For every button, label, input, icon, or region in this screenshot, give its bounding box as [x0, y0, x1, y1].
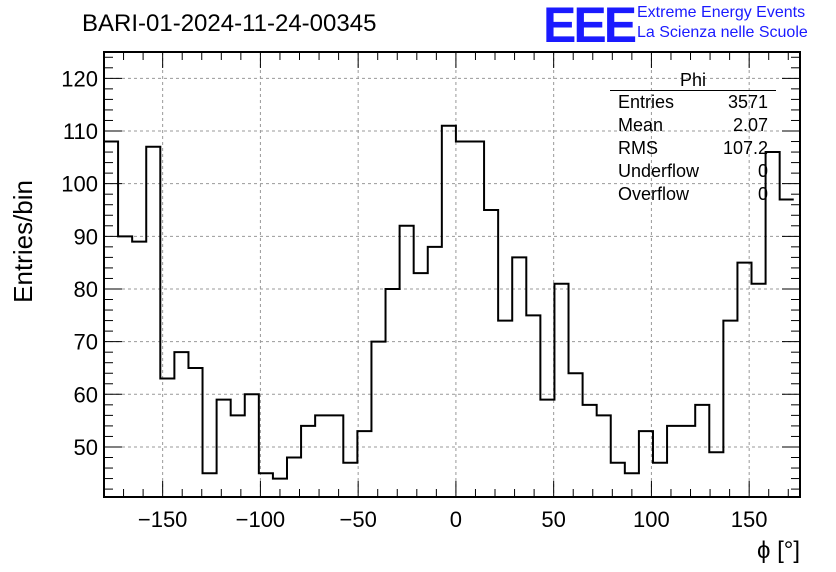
stats-title: Phi [610, 70, 776, 91]
plot-frame [103, 51, 801, 498]
logo-caption: Extreme Energy Events La Scienza nelle S… [637, 3, 808, 43]
stats-label: Mean [618, 115, 664, 135]
y-tick-label: 120 [61, 66, 98, 91]
x-tick-label: 0 [450, 507, 462, 532]
y-tick-label: 80 [74, 277, 98, 302]
stats-value: 107.2 [722, 138, 768, 158]
x-tick-label: 150 [731, 507, 768, 532]
x-tick-label: −150 [138, 507, 188, 532]
stats-label: Underflow [618, 161, 700, 181]
x-tick-label: −100 [236, 507, 286, 532]
y-axis-label: Entries/bin [8, 180, 38, 303]
y-tick-label: 70 [74, 330, 98, 355]
x-tick-label: 100 [633, 507, 670, 532]
stats-value: 3571 [727, 92, 768, 112]
stats-row: Overflow 0 [610, 183, 776, 206]
stats-value: 0 [757, 184, 768, 204]
stats-label: Entries [618, 92, 675, 112]
stats-value: 0 [757, 161, 768, 181]
stats-row: Entries 3571 [610, 91, 776, 114]
histogram-line [104, 124, 794, 480]
y-tick-label: 100 [61, 172, 98, 197]
stats-value: 2.07 [732, 115, 768, 135]
y-tick-label: 110 [63, 119, 98, 144]
logo-line-1: Extreme Energy Events [637, 4, 806, 21]
x-tick-label: −50 [339, 507, 376, 532]
y-tick-label: 50 [74, 435, 98, 460]
logo-line-2: La Scienza nelle Scuole [637, 24, 808, 41]
y-tick-label: 90 [74, 224, 98, 249]
chart-title: BARI-01-2024-11-24-00345 [82, 10, 377, 37]
stats-row: Underflow 0 [610, 160, 776, 183]
stats-label: RMS [618, 138, 658, 158]
stats-row: RMS 107.2 [610, 137, 776, 160]
stats-label: Overflow [618, 184, 690, 204]
eee-logo: EEE [543, 0, 637, 53]
y-tick-label: 60 [74, 382, 98, 407]
stats-row: Mean 2.07 [610, 114, 776, 137]
x-axis-label: ϕ [°] [757, 537, 800, 564]
stats-box: Phi Entries 3571 Mean 2.07 RMS 107.2 Underf… [610, 70, 776, 206]
x-tick-label: 50 [541, 507, 565, 532]
